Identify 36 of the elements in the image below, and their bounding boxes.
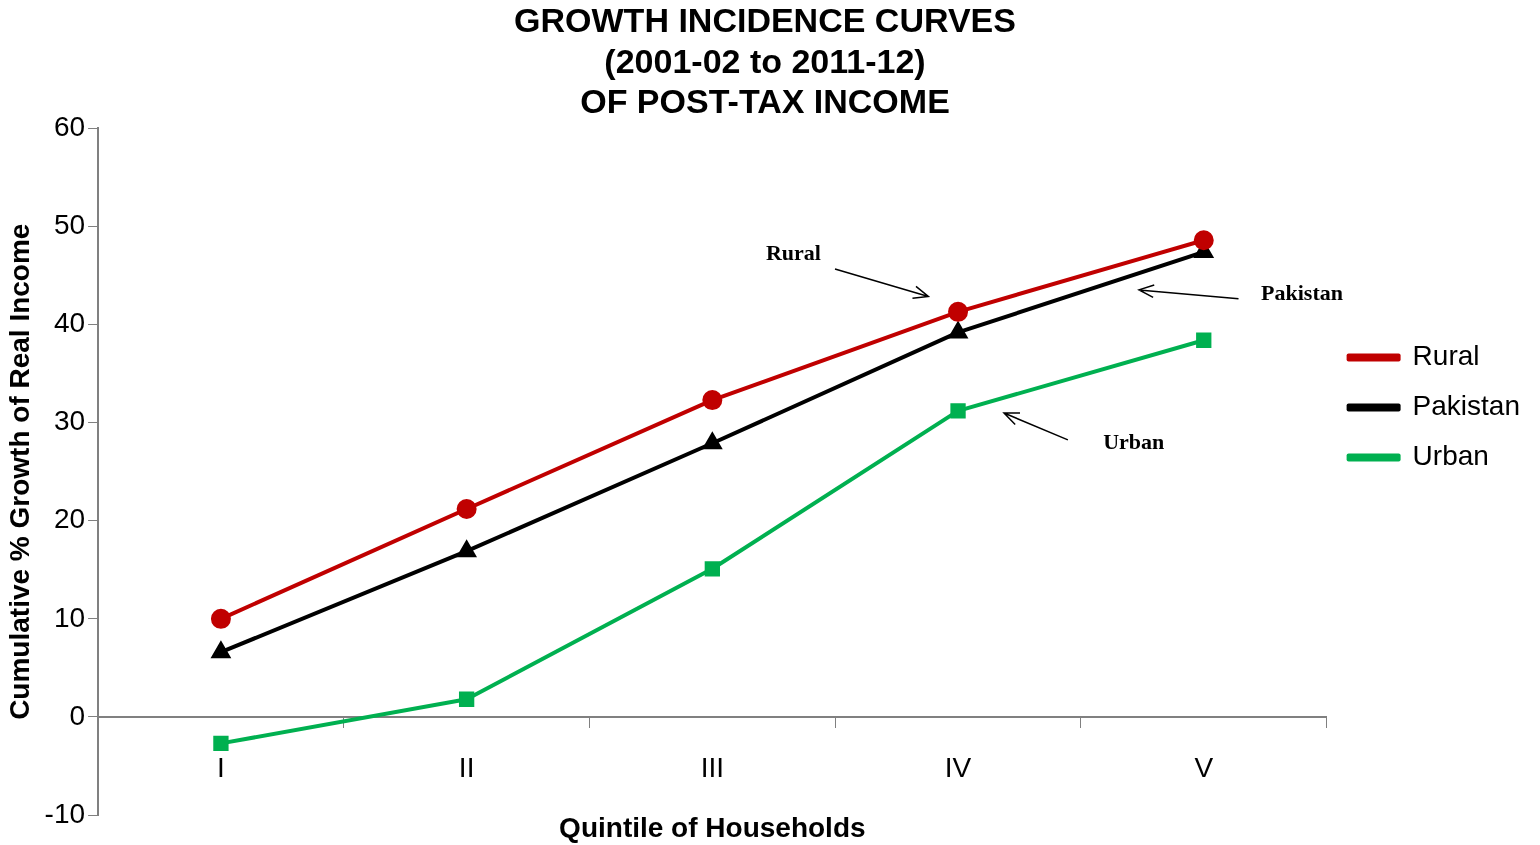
- y-tick-label: 50: [53, 209, 86, 241]
- point: [211, 642, 230, 659]
- y-tick-label: 20: [53, 503, 86, 535]
- point: [213, 735, 229, 752]
- annotation: Pakistan: [1261, 280, 1343, 306]
- legend-label: Rural: [1412, 340, 1480, 372]
- point: [458, 691, 475, 707]
- point: [949, 322, 967, 339]
- y-tick-label: 10: [53, 601, 86, 633]
- point: [704, 561, 720, 577]
- x-axis-title: Quintile of Households: [559, 811, 866, 843]
- point: [1193, 230, 1214, 251]
- y-tick-label: 30: [53, 405, 86, 437]
- x-tick-label: III: [700, 752, 725, 784]
- x-tick-label: I: [217, 752, 225, 784]
- point: [950, 403, 966, 419]
- point: [1196, 332, 1212, 348]
- y-tick-label: 60: [53, 111, 86, 143]
- x-tick-label: II: [458, 752, 475, 784]
- y-tick-label: 40: [53, 307, 86, 339]
- chart-title: GROWTH INCIDENCE CURVES (2001-02 to 2011-12) OF POST-TAX INCOME: [514, 0, 1016, 121]
- y-tick-label: -10: [44, 797, 86, 829]
- annotation: Rural: [765, 239, 821, 265]
- x-tick-label: IV: [944, 752, 972, 784]
- point: [702, 390, 723, 411]
- y-tick-label: 0: [69, 699, 86, 731]
- annotation: Urban: [1103, 428, 1165, 454]
- point: [948, 301, 969, 322]
- point: [703, 433, 722, 450]
- legend-label: Urban: [1412, 440, 1489, 472]
- x-tick-label: V: [1194, 752, 1214, 784]
- point: [210, 608, 231, 629]
- point: [456, 498, 477, 519]
- point: [457, 541, 476, 558]
- y-axis-title: Cumulative % Growth of Real Income: [3, 223, 35, 720]
- legend-label: Pakistan: [1412, 390, 1521, 422]
